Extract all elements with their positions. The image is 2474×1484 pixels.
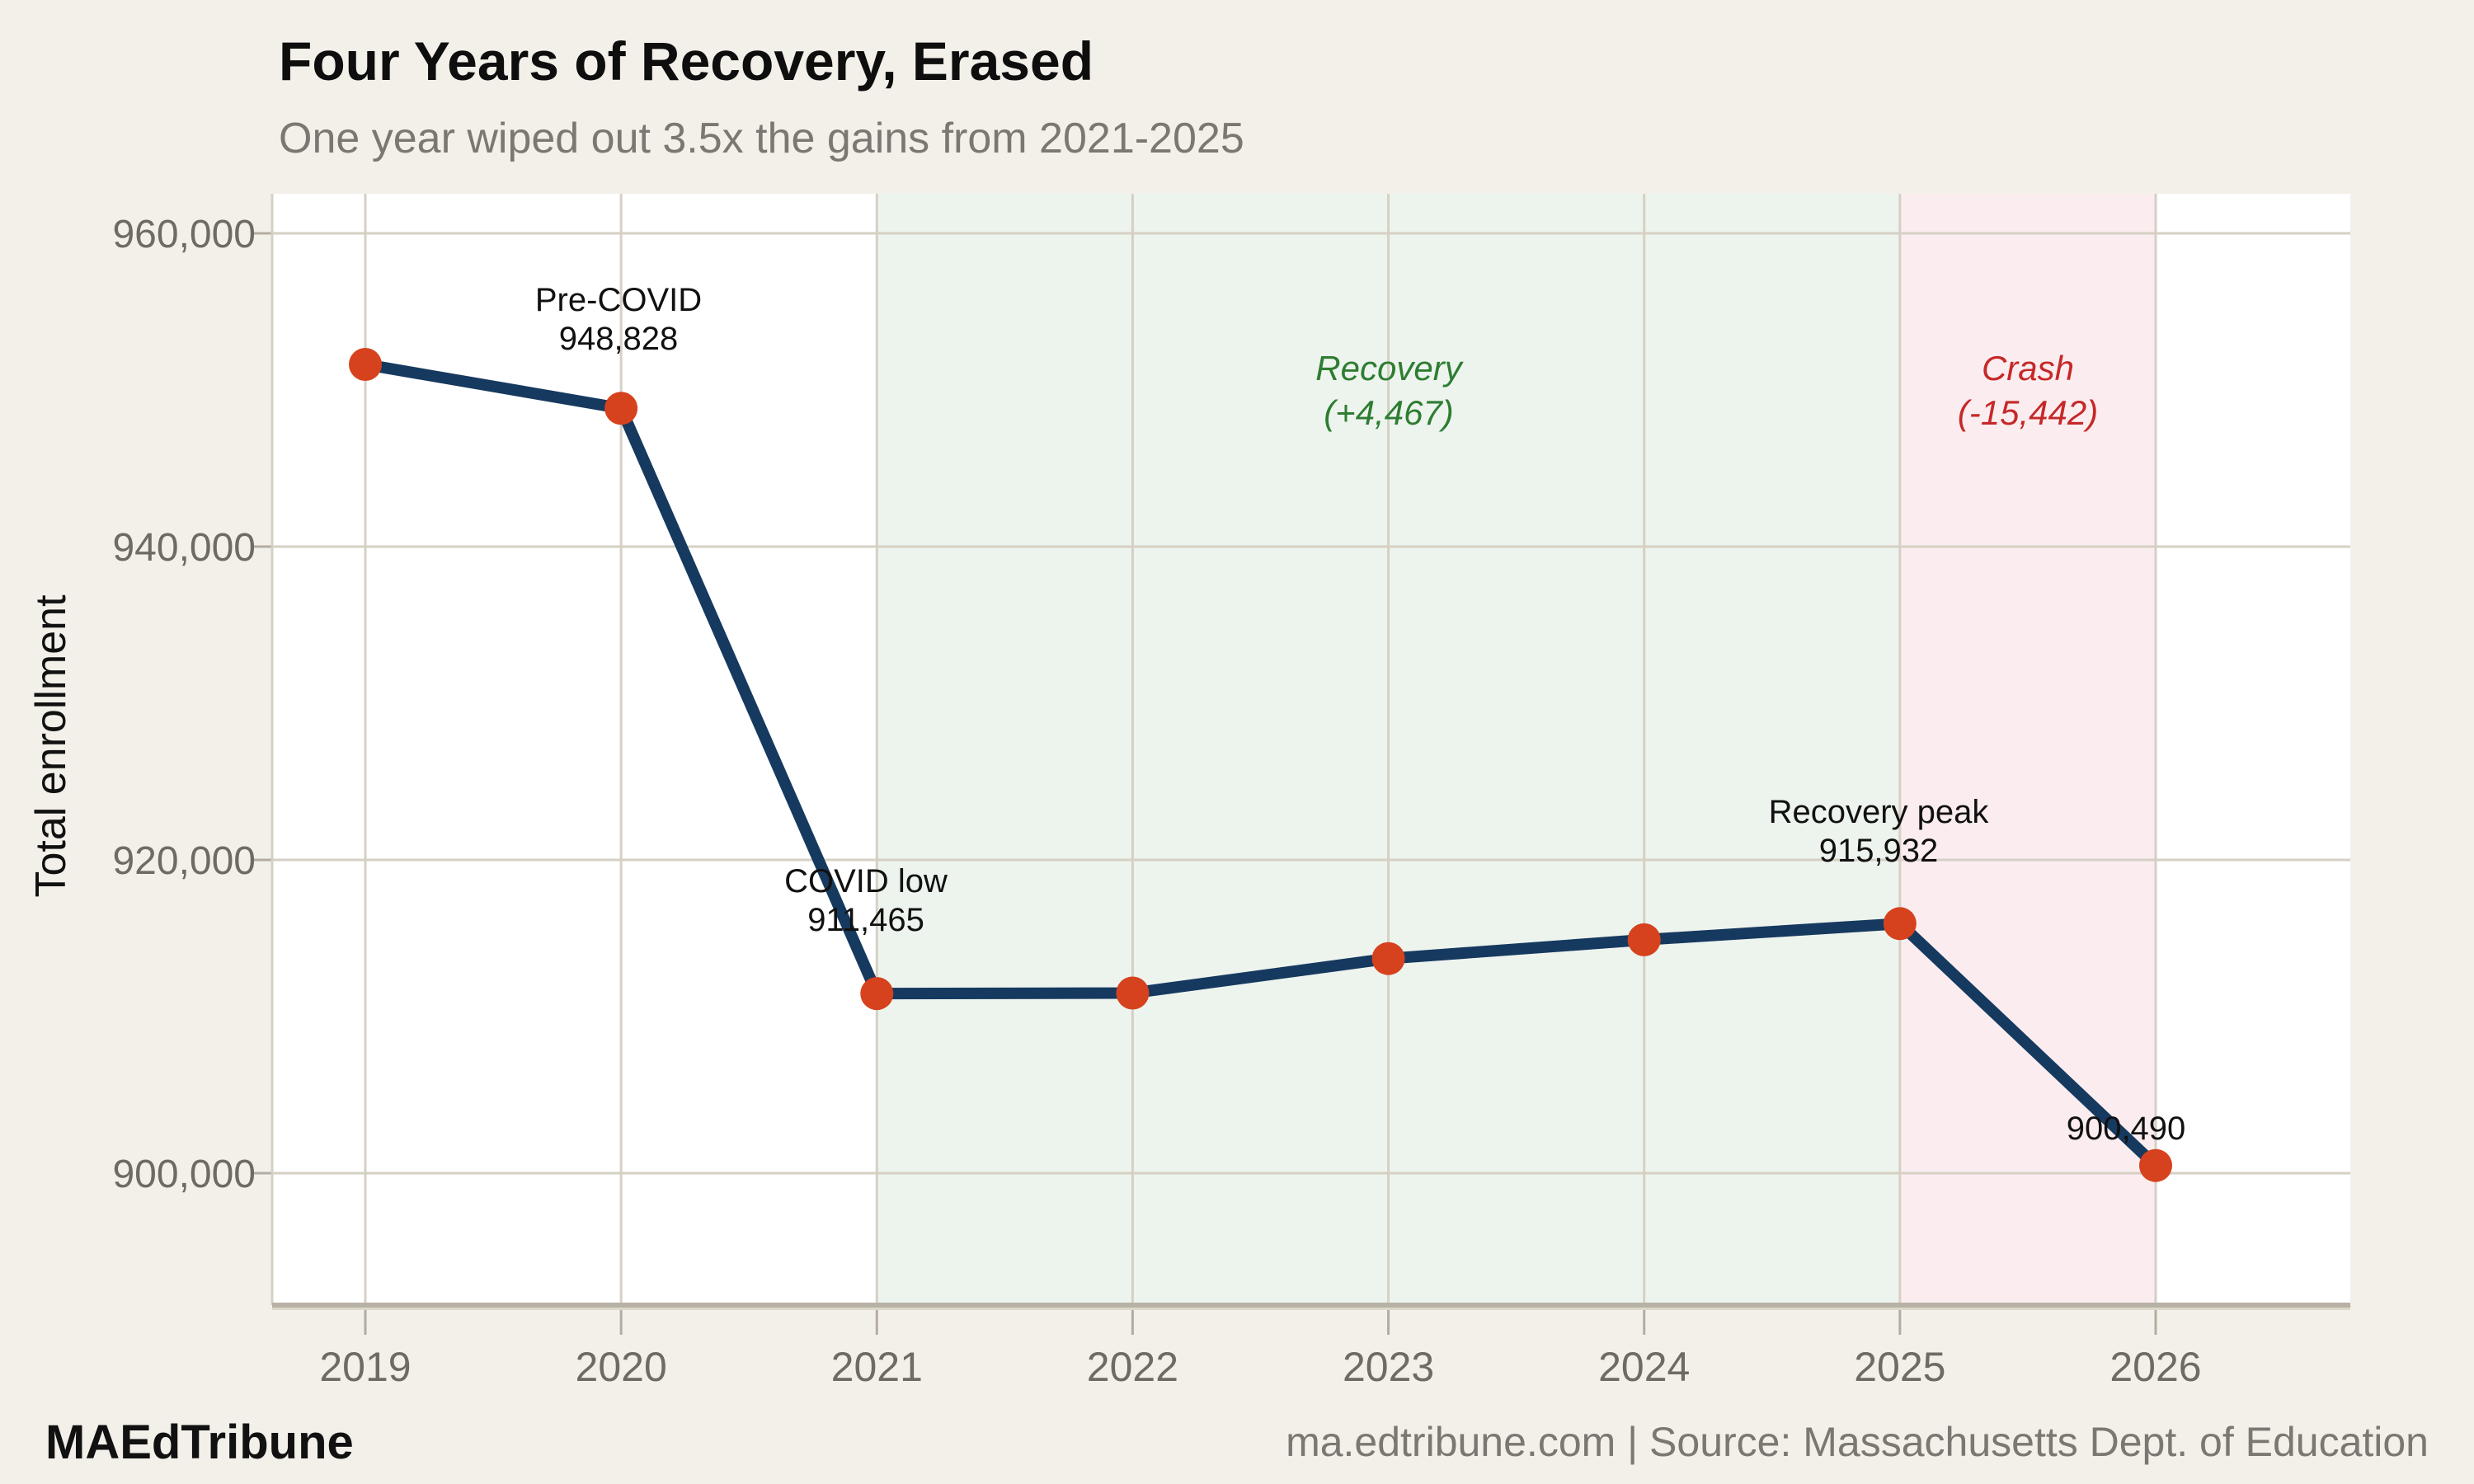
chart-subtitle: One year wiped out 3.5x the gains from 2… [279,115,1244,162]
data-point-2025 [1883,907,1917,941]
data-point-2021 [860,977,894,1011]
data-point-2024 [1627,923,1661,956]
x-tick-label: 2021 [831,1344,923,1390]
annotation-value: 911,465 [807,902,924,938]
annotation-final-value: 900,490 [2067,1110,2186,1148]
annotation-line: COVID low [784,863,948,899]
chart-title: Four Years of Recovery, Erased [279,31,1094,92]
data-point-2019 [349,348,382,382]
x-tick-label: 2019 [319,1344,411,1390]
y-tick-label: 940,000 [112,526,256,570]
y-tick-label: 920,000 [112,839,256,883]
annotation-value: (-15,442) [1957,393,2099,432]
x-tick-label: 2024 [1598,1344,1690,1390]
data-point-2026 [2138,1148,2172,1182]
x-tick-label: 2023 [1343,1344,1434,1390]
x-tick-label: 2020 [576,1344,667,1390]
annotation-line: Crash [1981,349,2075,387]
annotation-recovery-peak: Recovery peak 915,932 [1769,793,1989,871]
annotation-line: Pre-COVID [534,282,703,318]
annotation-value: 948,828 [558,321,679,357]
publisher-brand: MAEdTribune [45,1416,354,1469]
data-point-2022 [1116,976,1150,1010]
annotation-line: Recovery [1315,349,1462,387]
x-axis-line [272,1303,2350,1308]
enrollment-line [364,359,2160,1170]
x-tick-label: 2026 [2109,1344,2201,1390]
y-tick-label: 900,000 [112,1153,256,1196]
annotation-value: 900,490 [2066,1111,2186,1147]
x-tick-label: 2025 [1854,1344,1945,1390]
x-tick-label: 2022 [1087,1344,1178,1390]
annotation-line: Recovery peak [1768,794,1989,830]
data-point-2023 [1371,942,1405,975]
annotation-value: (+4,467) [1324,393,1454,432]
annotation-value: 915,932 [1818,833,1939,869]
annotation-crash-zone: Crash (-15,442) [1958,346,2098,435]
source-credit: ma.edtribune.com | Source: Massachusetts… [1286,1419,2429,1465]
data-point-2020 [604,392,638,425]
annotation-recovery-zone: Recovery (+4,467) [1315,346,1461,435]
y-tick-label: 960,000 [112,213,256,256]
annotation-pre-covid: Pre-COVID 948,828 [535,281,702,359]
annotation-covid-low: COVID low 911,465 [784,862,948,940]
x-axis-shadow [272,1308,2350,1310]
